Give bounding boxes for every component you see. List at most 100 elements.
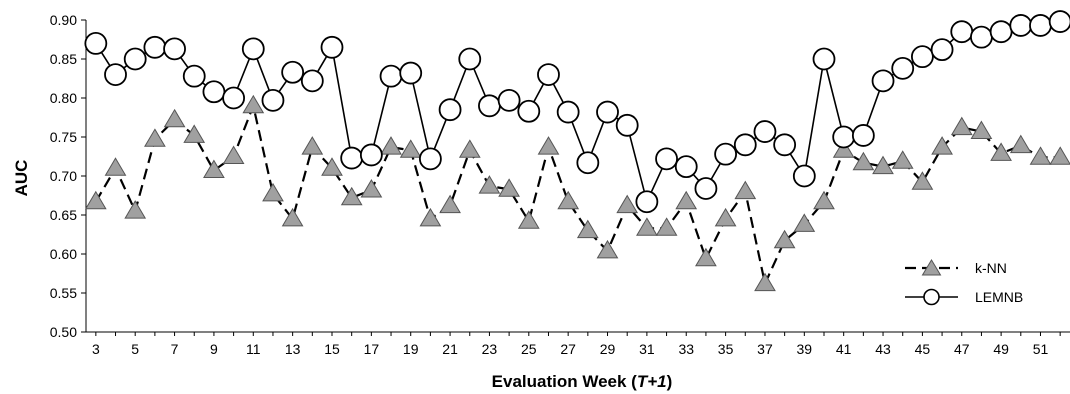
data-point-lemnb [517,99,541,123]
data-point-knn [950,116,973,136]
x-tick-label: 23 [482,341,498,357]
data-point-knn [655,217,678,236]
x-tick-label: 7 [171,341,179,357]
data-point-lemnb [733,133,757,157]
data-point-lemnb [418,147,442,171]
data-point-lemnb [891,56,915,80]
x-tick-label: 41 [836,341,852,357]
x-tick-label: 45 [915,341,931,357]
x-axis-title-variable: T+1 [637,372,667,391]
data-point-knn [596,239,619,259]
y-tick-label: 0.80 [50,90,77,106]
data-point-lemnb [222,86,246,110]
x-tick-label: 29 [600,341,616,357]
data-point-lemnb [537,63,560,86]
data-point-lemnb [556,100,580,124]
data-point-lemnb [792,164,816,188]
data-point-lemnb [497,88,521,112]
x-axis-title: Evaluation Week (T+1) [492,372,673,391]
data-point-knn [399,139,422,158]
legend: k-NN LEMNB [905,259,1023,306]
data-point-knn [242,94,265,114]
data-point-knn [675,190,698,210]
data-point-lemnb [871,69,895,93]
data-point-knn [970,120,993,139]
series-line-knn [94,102,1061,288]
x-tick-label: 47 [954,341,970,357]
y-tick-label: 0.60 [50,246,77,262]
y-tick-label: 0.70 [50,168,77,184]
data-point-knn [419,207,442,227]
data-point-lemnb [635,190,659,214]
x-tick-label: 17 [364,341,380,357]
x-tick-label: 5 [131,341,139,357]
data-point-knn [832,139,855,158]
data-point-knn [439,194,461,214]
series-layer [84,10,1070,292]
data-point-lemnb [989,20,1013,44]
legend-lemnb-label: LEMNB [975,289,1023,305]
data-point-knn [498,178,520,197]
data-point-knn [203,159,225,178]
data-point-knn [262,182,284,202]
data-point-lemnb [576,151,600,175]
data-point-lemnb [1048,10,1070,33]
data-point-knn [222,145,245,164]
data-point-knn [458,139,481,158]
data-point-lemnb [615,113,639,137]
data-point-lemnb [123,47,147,71]
data-point-lemnb [1009,14,1033,37]
data-point-knn [576,219,599,239]
data-point-knn [695,247,717,267]
data-point-knn [616,194,639,214]
x-tick-label: 13 [285,341,301,357]
legend-lemnb-marker [923,288,940,306]
data-point-lemnb [950,20,974,44]
data-point-lemnb [320,35,344,59]
data-point-knn [911,171,934,190]
x-tick-label: 31 [639,341,655,357]
x-tick-label: 9 [210,341,218,357]
series-markers-knn [84,94,1070,292]
data-point-lemnb [163,37,186,61]
data-point-knn [1009,134,1032,154]
data-point-lemnb [84,32,108,55]
data-point-knn [380,136,402,155]
data-point-knn [872,155,894,175]
x-tick-label: 21 [442,341,458,357]
x-tick-label: 33 [678,341,694,357]
data-point-lemnb [281,60,305,84]
data-point-lemnb [714,142,737,166]
data-point-lemnb [340,146,364,170]
x-tick-label: 15 [324,341,340,357]
data-point-lemnb [1029,14,1052,37]
legend-knn-label: k-NN [975,260,1007,276]
legend-item-lemnb: LEMNB [905,288,1023,306]
data-point-knn [891,150,914,169]
data-point-knn [636,217,658,236]
data-point-lemnb [832,125,856,149]
data-point-lemnb [438,98,462,122]
x-tick-label: 51 [1033,341,1049,357]
y-tick-label: 0.55 [50,285,77,301]
data-point-knn [340,186,363,206]
data-point-knn [517,210,540,229]
legend-knn-marker [921,259,942,276]
data-point-knn [1049,146,1070,165]
data-point-lemnb [300,69,324,93]
data-point-lemnb [359,143,383,167]
data-point-knn [537,136,560,155]
x-tick-label: 43 [875,341,891,357]
x-tick-label: 11 [246,341,261,357]
data-point-knn [773,229,796,249]
x-tick-label: 39 [797,341,813,357]
legend-item-knn: k-NN [905,259,1007,276]
data-point-lemnb [655,147,678,171]
data-point-lemnb [773,133,797,157]
data-point-knn [557,190,580,210]
x-tick-label: 37 [757,341,773,357]
x-tick-label: 49 [993,341,1009,357]
data-point-knn [163,108,186,128]
data-point-knn [478,175,501,194]
data-point-knn [124,200,147,219]
